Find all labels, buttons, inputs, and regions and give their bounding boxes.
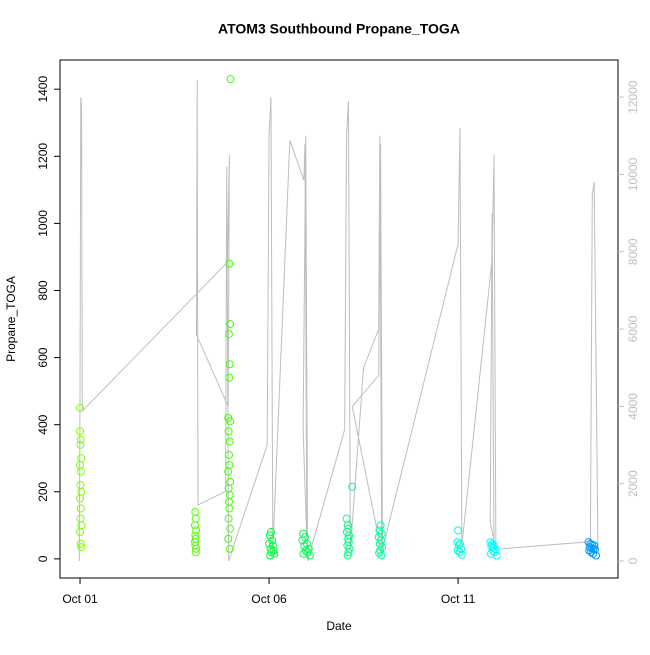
point xyxy=(265,531,274,540)
y-tick-label: 1400 xyxy=(36,76,50,103)
y-tick-label: 800 xyxy=(36,280,50,300)
point xyxy=(348,482,357,491)
point xyxy=(226,417,235,426)
y-tick-label: 0 xyxy=(36,555,50,562)
point xyxy=(76,403,85,412)
y2-tick-label: 10000 xyxy=(626,157,640,191)
point xyxy=(344,548,353,557)
point xyxy=(377,551,386,560)
point xyxy=(225,259,234,268)
y2-tick-label: 6000 xyxy=(626,315,640,342)
point xyxy=(76,528,85,537)
point xyxy=(226,524,235,533)
point xyxy=(76,539,85,548)
x-axis-label: Date xyxy=(326,619,352,633)
point xyxy=(76,440,85,449)
point xyxy=(225,504,234,513)
point xyxy=(585,543,594,552)
y2-tick-label: 0 xyxy=(626,557,640,564)
point xyxy=(266,551,275,560)
point xyxy=(225,460,234,469)
point xyxy=(492,551,501,560)
point xyxy=(192,526,201,535)
point xyxy=(76,467,85,476)
point xyxy=(375,548,384,557)
point xyxy=(76,494,85,503)
point xyxy=(376,521,385,530)
point xyxy=(190,521,199,530)
x-tick-label: Oct 01 xyxy=(62,592,98,606)
y2-tick-label: 4000 xyxy=(626,393,640,420)
point xyxy=(343,551,352,560)
point xyxy=(225,360,234,369)
point xyxy=(76,435,85,444)
point xyxy=(224,330,233,339)
point xyxy=(224,534,233,543)
point xyxy=(224,514,233,523)
point xyxy=(270,549,279,558)
point xyxy=(224,450,233,459)
point xyxy=(225,437,234,446)
altitude-line xyxy=(78,80,599,562)
point xyxy=(225,373,234,382)
point xyxy=(226,477,235,486)
y-tick-label: 200 xyxy=(36,481,50,501)
point xyxy=(191,548,200,557)
point xyxy=(77,454,86,463)
y2-tick-label: 2000 xyxy=(626,470,640,497)
y2-tick-label: 12000 xyxy=(626,80,640,114)
point xyxy=(224,497,233,506)
point xyxy=(76,514,85,523)
point xyxy=(77,487,86,496)
point xyxy=(486,549,495,558)
y2-tick-label: 8000 xyxy=(626,238,640,265)
x-tick-label: Oct 06 xyxy=(251,592,287,606)
x-tick-label: Oct 11 xyxy=(441,592,476,606)
point xyxy=(592,551,601,560)
point xyxy=(77,543,86,552)
point xyxy=(225,491,234,500)
y-tick-label: 1000 xyxy=(36,210,50,237)
point xyxy=(76,504,85,513)
point xyxy=(455,548,464,557)
chart-title: ATOM3 Southbound Propane_TOGA xyxy=(218,21,460,37)
point xyxy=(76,481,85,490)
point xyxy=(305,551,314,560)
point xyxy=(224,467,233,476)
point xyxy=(453,546,462,555)
plot-frame xyxy=(59,59,619,579)
y-tick-label: 400 xyxy=(36,414,50,434)
point xyxy=(191,514,200,523)
point xyxy=(191,507,200,516)
point xyxy=(457,550,466,559)
y-tick-label: 1200 xyxy=(36,143,50,170)
point xyxy=(266,528,275,537)
point xyxy=(226,320,235,329)
point xyxy=(300,542,309,551)
point xyxy=(224,427,233,436)
point xyxy=(454,526,463,535)
point xyxy=(226,75,235,84)
point xyxy=(590,541,599,550)
point xyxy=(225,544,234,553)
point xyxy=(265,539,274,548)
point xyxy=(76,427,85,436)
y-tick-label: 600 xyxy=(36,347,50,367)
point xyxy=(192,544,201,553)
point xyxy=(342,514,351,523)
y-axis-label: Propane_TOGA xyxy=(4,276,18,362)
